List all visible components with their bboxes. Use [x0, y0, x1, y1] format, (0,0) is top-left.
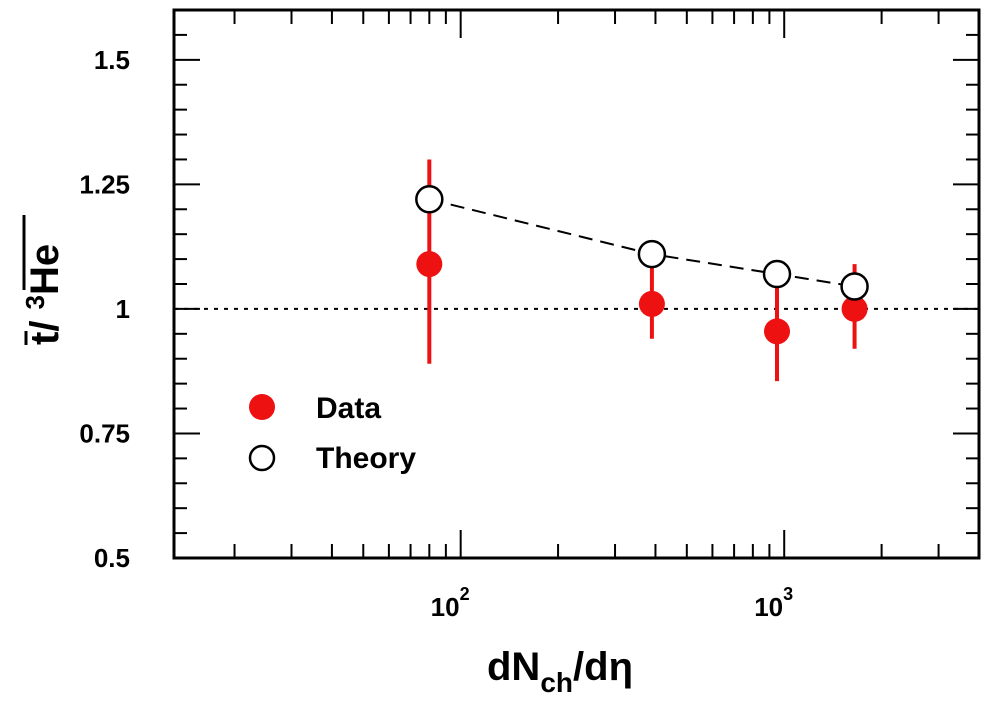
theory-point	[840, 272, 869, 301]
theory-point	[415, 185, 444, 214]
theory-point	[637, 239, 667, 269]
x-title-rest: /dη	[573, 645, 633, 689]
data-error-bars	[427, 159, 857, 382]
y-tick-labels: 0.5 0.75 1 1.25 1.5	[79, 45, 130, 573]
y-tick-label: 0.75	[79, 418, 130, 448]
legend: Data Theory	[248, 392, 416, 475]
data-point	[416, 251, 443, 278]
x-title-sub: ch	[540, 667, 573, 698]
data-points	[416, 251, 868, 345]
y-tick-label: 1	[116, 294, 130, 324]
theory-point	[762, 259, 792, 289]
y-minor-ticks	[174, 9, 979, 535]
data-point	[764, 318, 791, 345]
x-axis-title: dNch/dη	[487, 645, 633, 698]
y-title-sup: 3	[20, 295, 50, 309]
x-minor-ticks	[233, 10, 980, 558]
y-tick-label: 1.5	[94, 45, 130, 75]
svg-text:t/ 3He: t/ 3He	[20, 244, 67, 345]
theory-points	[415, 185, 869, 301]
theory-dashed-line	[429, 198, 855, 288]
legend-theory-marker	[248, 444, 276, 472]
y-tick-label: 1.25	[79, 169, 130, 199]
x-tick-exp: 2	[460, 584, 470, 604]
x-major-ticks	[459, 10, 786, 558]
theory-curve	[429, 198, 855, 288]
y-title-slash: /	[23, 309, 67, 331]
y-title-part2: He	[23, 244, 67, 295]
legend-data-marker	[249, 394, 275, 420]
y-title-part1: t	[23, 332, 67, 345]
x-tick-label: 103	[754, 584, 793, 622]
data-point	[841, 295, 868, 322]
legend-theory-label: Theory	[316, 442, 416, 475]
legend-data-label: Data	[316, 392, 381, 425]
x-tick-exp: 3	[783, 584, 793, 604]
data-point	[638, 290, 665, 317]
x-title-main: dN	[487, 645, 540, 689]
plot-frame	[172, 8, 981, 560]
x-tick-base: 10	[754, 592, 783, 622]
y-axis-title: t/ 3He	[20, 215, 67, 345]
y-tick-label: 0.5	[94, 543, 130, 573]
x-tick-labels: 102 103	[431, 584, 793, 622]
x-tick-label: 102	[431, 584, 470, 622]
x-tick-base: 10	[431, 592, 460, 622]
